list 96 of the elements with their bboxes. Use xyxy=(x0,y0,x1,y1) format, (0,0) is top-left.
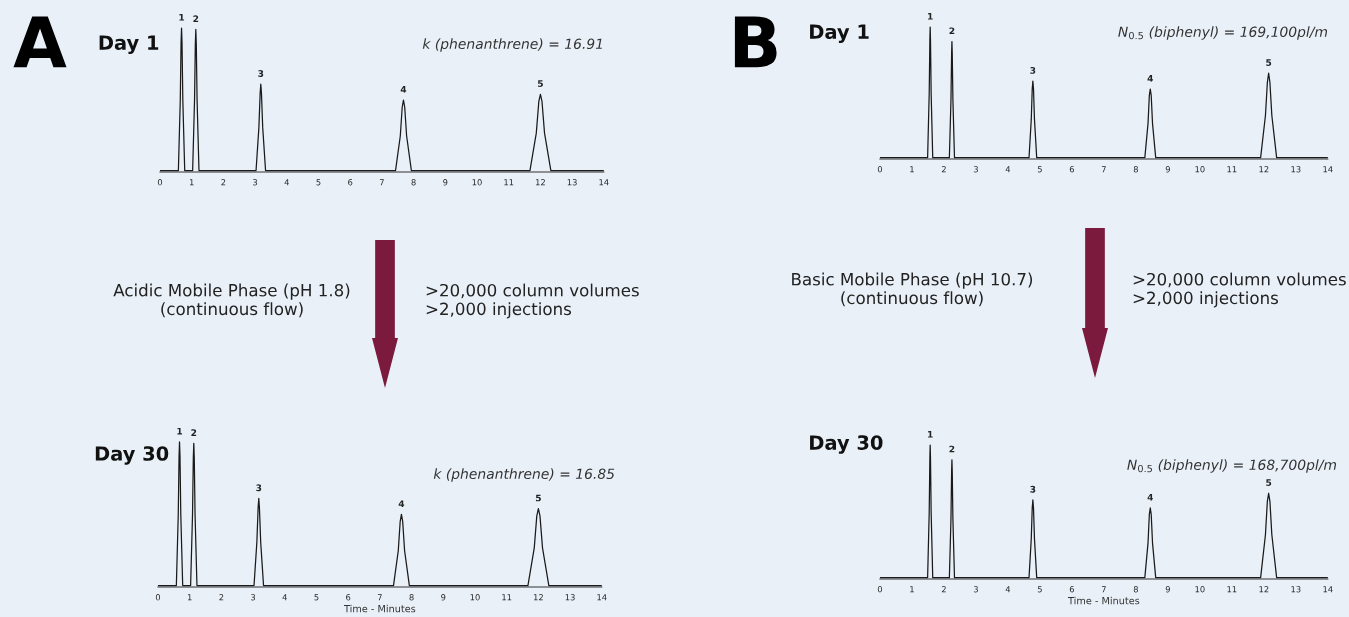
x-tick-label: 11 xyxy=(1227,586,1237,593)
x-tick-label: 14 xyxy=(1323,586,1333,593)
x-tick-label: 11 xyxy=(502,594,512,601)
text: B xyxy=(734,16,777,68)
annotation: N$_{0.5}$ (biphenyl) = 169,100pl/m xyxy=(1118,26,1328,40)
x-tick-label: 12 xyxy=(1259,586,1269,593)
x-tick-label: 13 xyxy=(1291,586,1301,593)
chart-title: Day 1 xyxy=(810,24,869,43)
x-tick-label: 6 xyxy=(346,594,351,601)
x-tick-label: 7 xyxy=(377,594,382,601)
x-tick-label: 13 xyxy=(567,179,577,186)
annotation: 1 xyxy=(928,13,933,20)
annotation: 2 xyxy=(191,429,197,436)
x-tick-label: 14 xyxy=(597,594,607,601)
x-tick-label: 4 xyxy=(282,594,287,601)
annotation: 4 xyxy=(1147,493,1153,501)
annotation: 5 xyxy=(1266,479,1272,486)
annotation: k (phenanthrene) = 16.91 xyxy=(422,38,602,52)
x-tick-label: 13 xyxy=(565,594,575,601)
x-tick-label: 0 xyxy=(157,179,163,186)
annotation: 1 xyxy=(928,431,933,438)
annotation: 1 xyxy=(177,427,183,435)
x-tick-label: 7 xyxy=(1101,586,1106,593)
annotation: 2 xyxy=(949,445,955,453)
x-tick-label: 2 xyxy=(941,586,946,593)
x-tick-label: 4 xyxy=(1005,586,1011,593)
chart-title: Day 30 xyxy=(810,435,883,454)
x-tick-label: 11 xyxy=(1227,166,1237,173)
text: >20,000 column volumes >2,000 injections xyxy=(426,283,639,319)
annotation: 4 xyxy=(398,500,405,508)
x-tick-label: 10 xyxy=(1195,586,1205,593)
x-tick-label: 1 xyxy=(910,166,914,173)
x-tick-label: 12 xyxy=(1259,166,1269,173)
annotation: 1 xyxy=(179,14,185,21)
x-tick-label: 5 xyxy=(1037,166,1042,173)
text: >20,000 column volumes >2,000 injections xyxy=(1133,272,1346,308)
x-tick-label: 10 xyxy=(470,594,480,601)
annotation: 5 xyxy=(535,494,541,502)
annotation: 2 xyxy=(193,15,199,23)
x-tick-label: 8 xyxy=(409,594,414,601)
x-tick-label: 7 xyxy=(1101,166,1106,173)
annotation: N$_{0.5}$ (biphenyl) = 168,700pl/m xyxy=(1127,459,1337,473)
text: Basic Mobile Phase (pH 10.7) (continuous flow) xyxy=(792,272,1033,307)
x-tick-label: 14 xyxy=(1323,166,1333,173)
x-tick-label: 10 xyxy=(1195,166,1205,173)
x-tick-label: 0 xyxy=(155,594,161,601)
x-tick-label: 5 xyxy=(314,594,319,601)
annotation: 4 xyxy=(1147,75,1153,82)
text: A xyxy=(13,16,67,68)
x-tick-label: 1 xyxy=(187,594,192,601)
x-tick-label: 12 xyxy=(536,179,545,186)
chart-title: Day 30 xyxy=(95,446,169,465)
x-tick-label: 5 xyxy=(1037,586,1042,593)
x-tick-label: 0 xyxy=(877,586,883,593)
chart-title: Day 1 xyxy=(99,35,159,54)
annotation: 3 xyxy=(256,484,262,492)
x-tick-label: 9 xyxy=(1165,586,1170,593)
x-axis-title: Time - Minutes xyxy=(1067,596,1140,605)
annotation: 3 xyxy=(258,70,264,77)
x-tick-label: 3 xyxy=(973,586,978,593)
x-tick-label: 0 xyxy=(877,166,883,173)
x-tick-label: 9 xyxy=(1165,166,1170,173)
x-tick-label: 2 xyxy=(219,594,224,601)
x-tick-label: 5 xyxy=(316,179,321,186)
x-tick-label: 11 xyxy=(504,179,514,186)
x-tick-label: 4 xyxy=(284,179,289,186)
x-tick-label: 9 xyxy=(441,594,446,601)
x-tick-label: 13 xyxy=(1291,166,1301,173)
x-tick-label: 14 xyxy=(599,179,609,186)
x-tick-label: 9 xyxy=(443,179,448,186)
x-tick-label: 8 xyxy=(411,179,416,186)
annotation: 5 xyxy=(537,80,543,87)
x-tick-label: 12 xyxy=(534,594,543,601)
x-tick-label: 3 xyxy=(251,594,256,601)
x-tick-label: 4 xyxy=(1005,166,1011,173)
annotation: k (phenanthrene) = 16.85 xyxy=(433,468,615,482)
annotation: 4 xyxy=(400,86,407,93)
x-tick-label: 3 xyxy=(253,179,258,186)
x-tick-label: 8 xyxy=(1133,586,1138,593)
x-tick-label: 2 xyxy=(221,179,226,186)
annotation: 3 xyxy=(1030,67,1036,74)
x-tick-label: 1 xyxy=(910,586,914,593)
x-tick-label: 10 xyxy=(472,179,482,186)
x-tick-label: 8 xyxy=(1133,166,1138,173)
x-tick-label: 7 xyxy=(379,179,384,186)
annotation: 3 xyxy=(1030,485,1036,493)
text: Acidic Mobile Phase (pH 1.8) (continuous flow) xyxy=(113,283,350,318)
x-axis-title: Time - Minutes xyxy=(343,604,416,613)
annotation: 5 xyxy=(1266,59,1272,66)
x-tick-label: 6 xyxy=(348,179,353,186)
x-tick-label: 3 xyxy=(973,166,978,173)
x-tick-label: 6 xyxy=(1069,166,1075,173)
x-tick-label: 2 xyxy=(941,166,946,173)
x-tick-label: 6 xyxy=(1069,586,1075,593)
x-tick-label: 1 xyxy=(189,179,194,186)
annotation: 2 xyxy=(949,27,955,35)
